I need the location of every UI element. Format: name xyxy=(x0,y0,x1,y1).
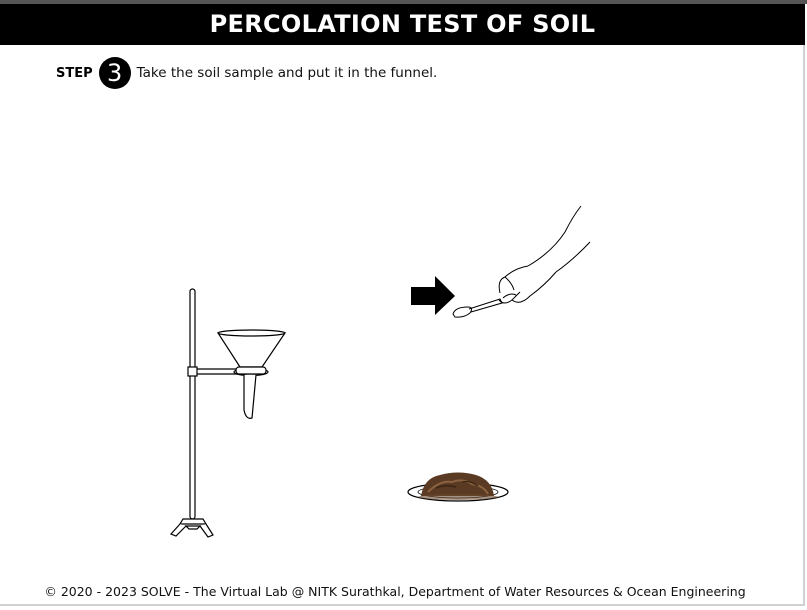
top-border xyxy=(0,0,807,4)
step-instruction-row: STEP 3 Take the soil sample and put it i… xyxy=(56,57,438,89)
step-number-badge: 3 xyxy=(98,57,131,89)
arrow-right-icon xyxy=(411,276,455,315)
step-instruction-text: Take the soil sample and put it in the f… xyxy=(136,65,438,81)
soil-sample-on-plate[interactable] xyxy=(407,472,509,502)
step-label: STEP xyxy=(56,65,93,81)
page-title: PERCOLATION TEST OF SOIL xyxy=(0,4,805,45)
footer-copyright: © 2020 - 2023 SOLVE - The Virtual Lab @ … xyxy=(44,584,746,599)
hand-with-spoon[interactable] xyxy=(452,205,591,318)
retort-stand-with-funnel[interactable] xyxy=(169,288,287,538)
